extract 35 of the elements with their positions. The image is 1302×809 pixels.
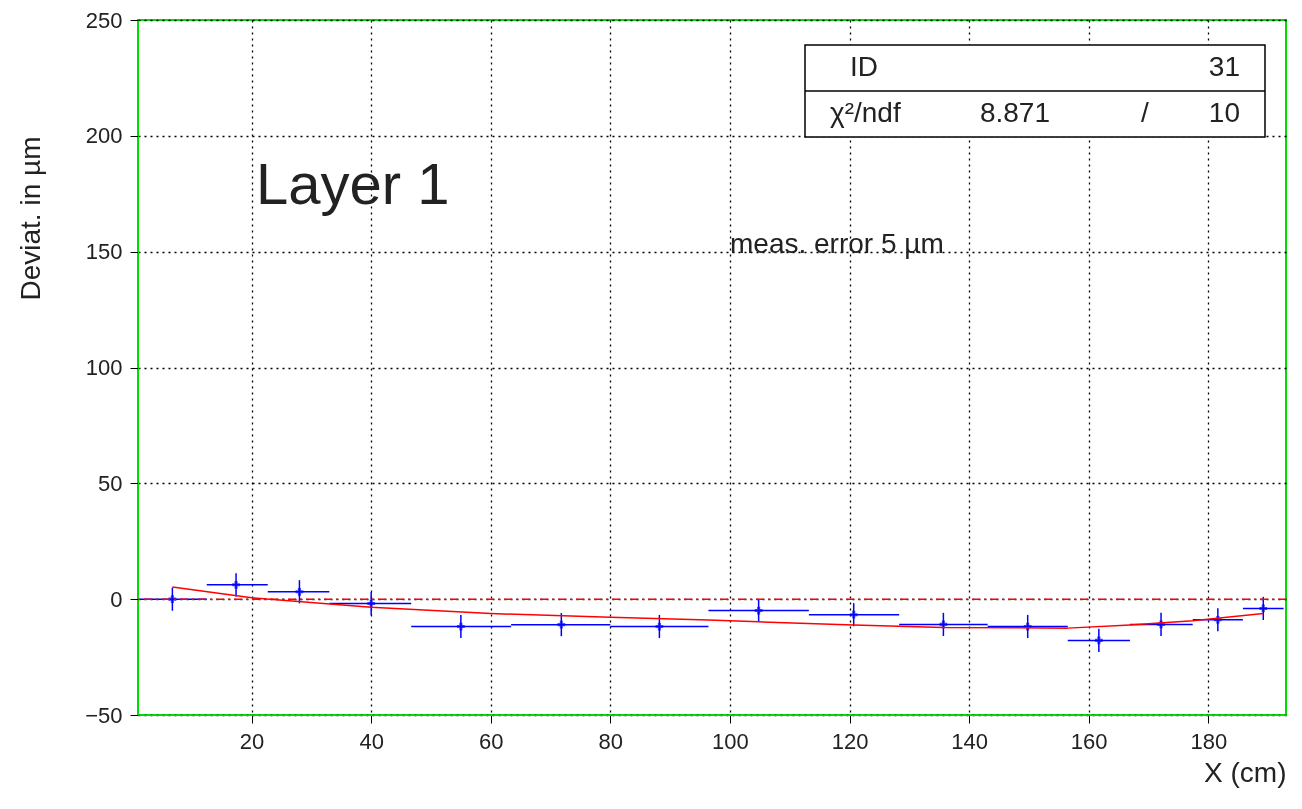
- x-axis-title: X (cm): [1204, 756, 1287, 788]
- y-tick-label: 150: [85, 239, 123, 265]
- annotation: meas. error 5 µm: [730, 228, 944, 259]
- y-tick-label: −50: [85, 702, 123, 728]
- annotation: 10: [1208, 97, 1240, 128]
- x-tick-label: 20: [239, 728, 265, 754]
- y-axis-title: Deviat. in µm: [14, 136, 46, 301]
- y-tick-label: 200: [85, 123, 123, 149]
- annotation: /: [1141, 97, 1150, 128]
- x-tick-label: 120: [831, 728, 869, 754]
- annotation: ID: [850, 51, 878, 82]
- x-tick-label: 60: [479, 728, 504, 754]
- annotation: 8.871: [979, 97, 1050, 128]
- point: [295, 587, 304, 596]
- point: [232, 580, 240, 589]
- x-tick-label: 160: [1070, 728, 1108, 754]
- point: [1259, 604, 1268, 613]
- point: [457, 622, 465, 631]
- point: [557, 620, 566, 629]
- y-tick-label: 50: [98, 470, 123, 496]
- y-tick-label: 250: [85, 7, 123, 33]
- x-tick-label: 100: [712, 728, 749, 754]
- x-tick-label: 140: [951, 728, 988, 754]
- x-tick-label: 180: [1190, 728, 1228, 754]
- annotation: χ²/ndf: [830, 97, 901, 128]
- point: [754, 606, 763, 615]
- x-tick-label: 80: [598, 728, 624, 754]
- y-tick-label: 100: [85, 355, 123, 380]
- point: [1094, 636, 1103, 645]
- annotation: Layer 1: [256, 151, 450, 216]
- point: [849, 610, 858, 619]
- annotation: 31: [1208, 51, 1240, 82]
- point: [367, 599, 376, 608]
- x-tick-label: 40: [359, 728, 384, 754]
- y-tick-label: 0: [110, 586, 123, 612]
